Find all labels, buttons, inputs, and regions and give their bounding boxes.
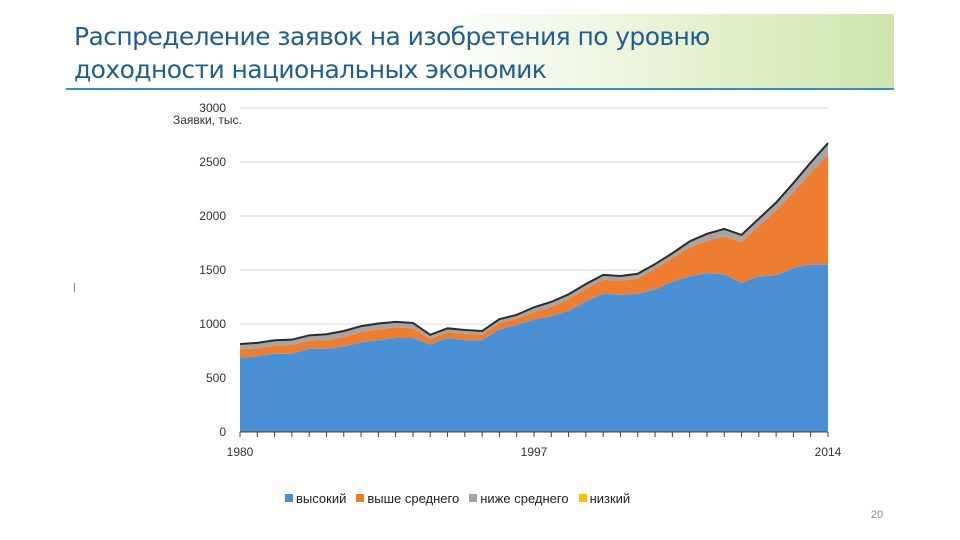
legend-item: выше среднего — [356, 491, 459, 506]
y-tick-label: 2500 — [199, 155, 226, 169]
total-outline — [239, 142, 829, 345]
y-tick-label: 1500 — [199, 263, 226, 277]
legend-label: низкий — [589, 490, 631, 506]
y-unit-label: Заявки, тыс. — [173, 113, 242, 127]
legend-swatch — [469, 494, 478, 502]
page-number: 20 — [870, 509, 884, 521]
stray-mark — [74, 283, 75, 292]
y-tick-label: 1000 — [199, 317, 226, 331]
axes: 0 500 1000 1500 2000 2500 3000 1980 1997 2014 — [199, 101, 841, 459]
legend-item: высокий — [285, 491, 346, 506]
legend-label: высокий — [296, 490, 347, 506]
slide-title: Распределение заявок на изобретения по у… — [74, 20, 874, 86]
y-tick-label: 3000 — [199, 101, 226, 115]
slide-title-line-2: доходности национальных экономик — [74, 55, 547, 84]
slide-title-line-1: Распределение заявок на изобретения по у… — [74, 22, 710, 51]
area-2 — [240, 154, 828, 359]
stacked-areas — [239, 142, 829, 432]
x-tick-label: 2014 — [815, 445, 842, 459]
x-tick-label: 1997 — [521, 445, 548, 459]
legend: высокий выше среднего ниже среднего низкий — [285, 490, 630, 506]
legend-label: выше среднего — [367, 490, 460, 506]
area-1 — [240, 264, 828, 432]
y-tick-label: 500 — [206, 371, 226, 385]
y-tick-label: 2000 — [199, 209, 226, 223]
legend-item: ниже среднего — [469, 490, 569, 506]
legend-swatch — [285, 494, 293, 502]
legend-swatch — [578, 494, 587, 502]
x-tick-label: 1980 — [227, 445, 254, 459]
title-underline — [66, 88, 894, 90]
title-band — [66, 14, 894, 88]
legend-item: низкий — [578, 490, 631, 506]
legend-label: ниже среднего — [480, 490, 569, 506]
legend-swatch — [356, 494, 365, 502]
y-tick-label: 0 — [219, 425, 226, 439]
